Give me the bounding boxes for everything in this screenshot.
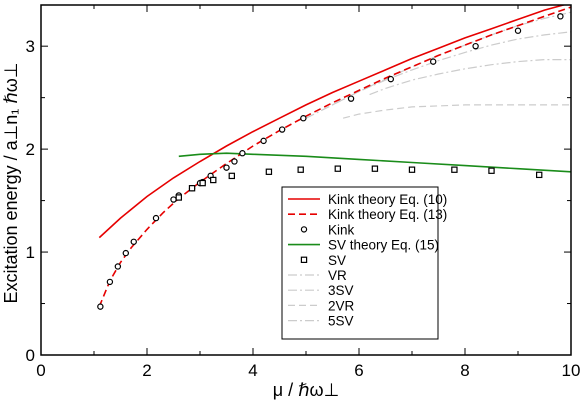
series-sv <box>175 165 543 201</box>
legend-item-kink-theory-eq-10: Kink theory Eq. (10) <box>288 192 447 207</box>
series-2vr <box>342 104 571 119</box>
x-tick-label: 8 <box>460 361 469 380</box>
y-tick-label: 3 <box>26 37 35 56</box>
y-axis-label: Excitation energy / a⊥n₁ ℏω⊥ <box>1 63 21 304</box>
series-5sv <box>369 58 571 96</box>
legend-item-sv: SV <box>300 253 346 268</box>
y-tick-label: 0 <box>26 346 35 365</box>
series-line-kink-theory-eq-10 <box>98 5 567 239</box>
sv-point <box>451 166 458 173</box>
sv-point <box>188 185 196 192</box>
kink-point <box>239 150 246 157</box>
legend-label: Kink theory Eq. (10) <box>328 192 447 207</box>
series-line-vr <box>305 11 571 119</box>
legend: Kink theory Eq. (10)Kink theory Eq. (13)… <box>281 186 447 340</box>
kink-point <box>300 115 307 122</box>
legend-label: 3SV <box>328 283 354 298</box>
tick-labels: 0 2 4 6 8 10 0 1 2 3 <box>26 37 581 380</box>
legend-label: SV <box>328 253 346 268</box>
series-line-sv-theory-eq-15 <box>178 152 571 173</box>
legend-marker <box>300 256 308 264</box>
plot-frame <box>40 4 572 356</box>
legend-box <box>281 186 439 340</box>
legend-item-kink-theory-eq-13: Kink theory Eq. (13) <box>288 207 447 222</box>
series-line-3sv <box>332 31 571 106</box>
kink-point <box>514 27 522 34</box>
series-kink-theory-eq-13 <box>98 6 571 307</box>
kink-point <box>223 164 230 171</box>
legend-item-vr: VR <box>288 268 347 283</box>
legend-label: VR <box>328 268 347 283</box>
series-3sv <box>332 31 571 106</box>
kink-point <box>152 214 160 222</box>
kink-point <box>106 278 114 286</box>
sv-point <box>297 166 304 173</box>
x-tick-label: 10 <box>562 361 581 380</box>
kink-point <box>557 13 564 20</box>
legend-label: 5SV <box>328 314 354 329</box>
x-tick-label: 6 <box>354 361 363 380</box>
sv-point <box>408 166 416 173</box>
legend-marker <box>300 226 308 233</box>
kink-point <box>130 238 137 245</box>
legend-item-kink: Kink <box>300 222 355 237</box>
kink-point <box>114 263 122 270</box>
series-line-2vr <box>342 104 571 119</box>
kink-point <box>278 126 286 133</box>
kink-point <box>472 42 479 50</box>
series-line-5sv <box>369 58 571 96</box>
kink-point <box>347 95 355 102</box>
kink-point <box>122 249 130 257</box>
legend-label: 2VR <box>328 298 355 313</box>
kink-point <box>97 303 104 310</box>
kink-point <box>170 196 177 203</box>
y-tick-label: 1 <box>26 243 35 262</box>
series-layer <box>97 5 571 310</box>
kink-point <box>231 158 238 165</box>
legend-label: Kink <box>328 222 355 237</box>
legend-item-5sv: 5SV <box>288 314 354 329</box>
sv-point <box>199 179 206 187</box>
y-tick-label: 2 <box>26 140 35 159</box>
series-kink-theory-eq-10 <box>98 5 567 239</box>
sv-point <box>488 167 495 174</box>
legend-label: SV theory Eq. (15) <box>328 238 439 253</box>
kink-point <box>430 58 437 65</box>
sv-point <box>210 176 217 184</box>
sv-point <box>228 172 235 180</box>
series-line-kink-theory-eq-13 <box>98 6 571 307</box>
x-tick-label: 0 <box>36 361 45 380</box>
sv-point <box>371 165 379 172</box>
sv-point <box>535 171 543 179</box>
series-sv-theory-eq-15 <box>178 152 571 173</box>
legend-item-sv-theory-eq-15: SV theory Eq. (15) <box>288 238 439 253</box>
x-tick-label: 2 <box>142 361 151 380</box>
legend-item-3sv: 3SV <box>288 283 354 298</box>
sv-point <box>334 165 342 172</box>
x-axis-label: μ / ℏω⊥ <box>273 380 340 400</box>
legend-label: Kink theory Eq. (13) <box>328 207 447 222</box>
sv-point <box>175 194 182 201</box>
legend-item-2vr: 2VR <box>288 298 355 313</box>
x-tick-label: 4 <box>248 361 257 380</box>
series-vr <box>305 11 571 119</box>
kink-point <box>260 137 267 145</box>
kink-point <box>387 75 394 83</box>
sv-point <box>265 168 273 175</box>
